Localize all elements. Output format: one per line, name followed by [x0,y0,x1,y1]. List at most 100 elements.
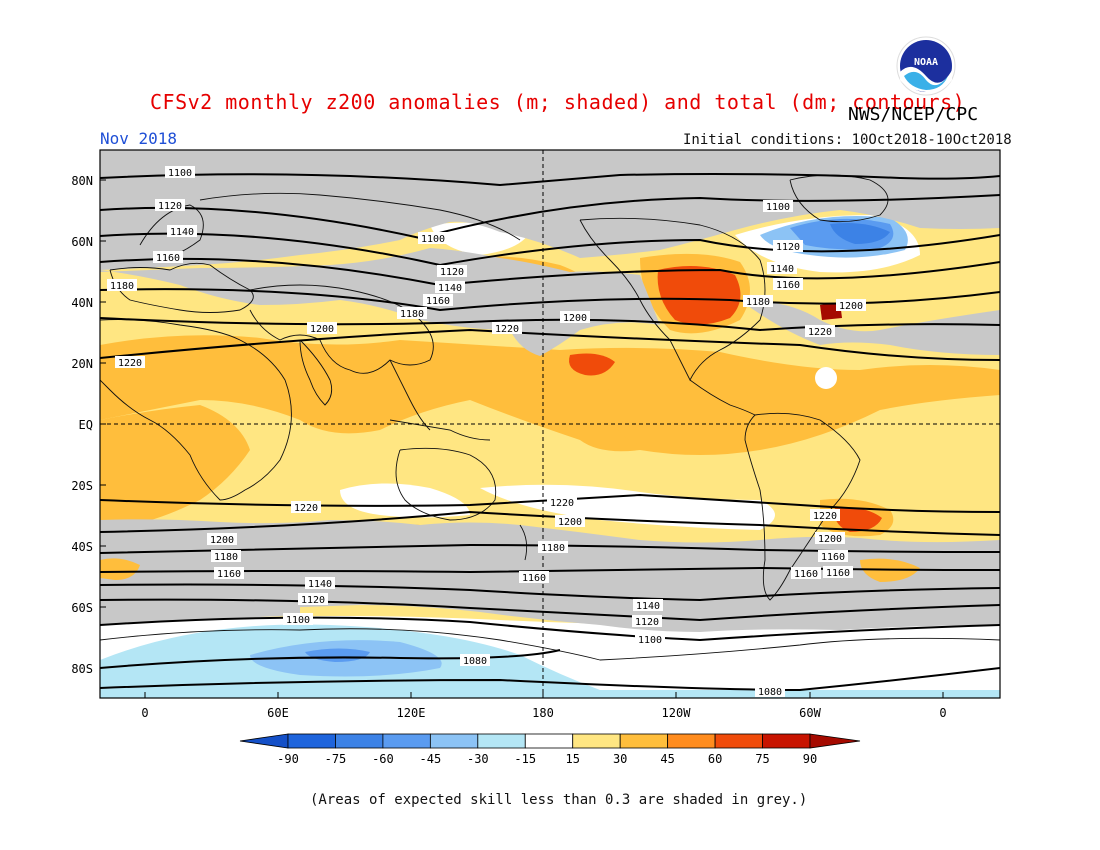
contour-label: 1200 [818,534,842,545]
coast-antarctica [100,628,1000,661]
contour-label: 1180 [110,281,134,292]
contour-label-bg [815,532,845,544]
contour-label-bg [632,615,662,627]
contour-label: 1180 [746,297,770,308]
coast-north-america [579,217,766,382]
lat-tick-label: 80N [71,174,93,188]
contour-label: 1200 [563,313,587,324]
contour-label: 1160 [776,280,800,291]
contour-1220-n [100,328,1000,361]
anomaly-field-minus60-minus75-north [830,223,890,244]
colorbar-tick-label: 90 [803,752,817,766]
contour-label: 1100 [286,615,310,626]
contour-label-bg [107,279,137,291]
contour-1160-n [100,257,1000,287]
contour-label: 1200 [210,535,234,546]
contour-label: 1160 [826,568,850,579]
coast-indonesia [389,419,491,441]
latitude-axis: 80N 60N 40N 20N EQ 20S 40S 60S 80S [71,174,106,676]
contour-label: 1180 [214,552,238,563]
colorbar-tick-label: 75 [755,752,769,766]
contour-label-bg [538,541,568,553]
forecast-month: Nov 2018 [100,129,178,148]
contour-label-bg [207,533,237,545]
skill-footnote: (Areas of expected skill less than 0.3 a… [310,792,808,808]
contour-label-bg [460,654,490,666]
contour-label: 1140 [636,601,660,612]
colorbar-swatch [714,733,763,749]
contour-label-bg [423,294,453,306]
contour-label: 1180 [400,309,424,320]
colorbar-tick-label: -15 [514,752,536,766]
contour-label: 1080 [758,687,782,698]
anomaly-field-60-75-namerica [657,266,741,325]
contour-1140-s [100,583,1000,602]
colorbar-swatch [335,733,384,749]
colorbar-tick-label: -75 [325,752,347,766]
contour-1180-s [100,543,1000,554]
contour-label: 1100 [638,635,662,646]
contour-label-bg [763,200,793,212]
contour-label-bg [836,299,866,311]
colorbar-swatch [287,733,336,749]
contour-label-bg [773,278,803,290]
colorbar-swatch [477,733,526,749]
agency-label: NWS/NCEP/CPC [848,104,979,125]
lat-tick-label: 20N [71,357,93,371]
contour-label: 1140 [308,579,332,590]
contour-label-bg [547,496,577,508]
contour-label-bg [298,593,328,605]
contour-label: 1080 [463,656,487,667]
colorbar-swatch [524,733,574,749]
lon-tick-label: 60E [267,706,289,720]
contour-label: 1180 [541,543,565,554]
contour-label-bg [115,356,145,368]
coast-central-america [689,379,756,416]
contour-label-bg [418,232,448,244]
contour-label: 1140 [170,227,194,238]
coast-africa [100,319,292,501]
anomaly-field-30-45-tropics [100,335,1000,455]
contour-label-bg [153,251,183,263]
anomaly-field-30-45-pacific [608,375,750,447]
anomaly-field-near-zero-atlantic [815,367,837,389]
lat-tick-label: 80S [71,662,93,676]
contour-label-bg [435,281,465,293]
contour-label: 1160 [522,573,546,584]
contour-label: 1120 [158,201,182,212]
contour-label-bg [767,262,797,274]
colorbar-tick-label: -30 [467,752,489,766]
contour-label: 1200 [558,517,582,528]
lat-tick-label: 20S [71,479,93,493]
lat-tick-label: 60S [71,601,93,615]
contour-label-bg [755,685,785,697]
contour-label: 1220 [495,324,519,335]
contour-label-bg [397,307,427,319]
contour-label: 1140 [770,264,794,275]
contour-label: 1120 [301,595,325,606]
lat-tick-label: 60N [71,235,93,249]
contour-label: 1200 [310,324,334,335]
coast-new-zealand [519,524,528,561]
contour-label: 1160 [217,569,241,580]
coast-north-asia [199,192,521,241]
contour-label-bg [211,550,241,562]
contour-label-bg [291,501,321,513]
anomaly-field-60-75-tropic-pac [569,353,615,376]
contour-label: 1140 [438,283,462,294]
colorbar-tick-label: 45 [660,752,674,766]
contour-label-bg [437,265,467,277]
contour-1140-n [100,232,1000,267]
contour-1080-s-1 [100,649,561,669]
coastlines [100,174,1000,661]
contour-label: 1220 [294,503,318,514]
coast-south-america [744,412,861,601]
contour-label-bg [167,225,197,237]
colorbar-swatch [382,733,431,749]
lon-tick-label: 0 [939,706,946,720]
colorbar-low-arrow [239,733,289,749]
colorbar-swatch [619,733,669,749]
contour-label: 1160 [156,253,180,264]
coast-india [299,339,333,406]
